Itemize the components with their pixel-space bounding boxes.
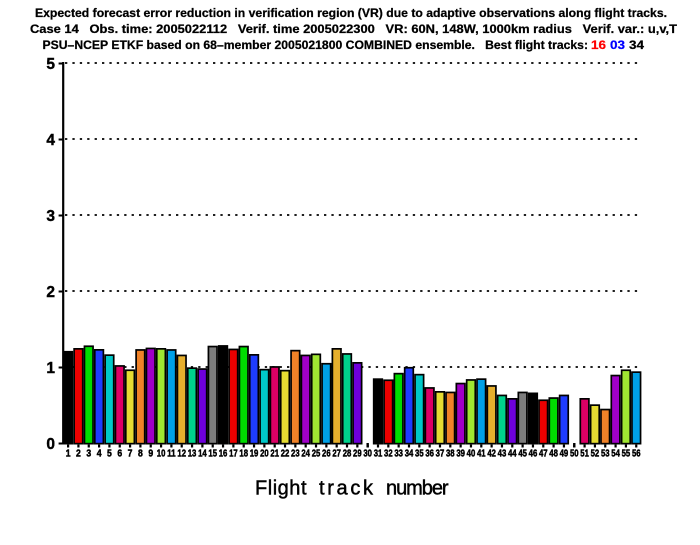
svg-text:35: 35 — [415, 449, 424, 460]
svg-text:50: 50 — [570, 449, 579, 460]
svg-text:47: 47 — [539, 449, 548, 460]
svg-text:24: 24 — [301, 449, 310, 460]
svg-text:0: 0 — [46, 436, 55, 453]
svg-text:40: 40 — [467, 449, 476, 460]
svg-text:4: 4 — [97, 449, 102, 460]
svg-text:43: 43 — [498, 449, 507, 460]
svg-text:29: 29 — [353, 449, 362, 460]
svg-text:16: 16 — [591, 38, 606, 52]
svg-text:17: 17 — [229, 449, 238, 460]
svg-text:39: 39 — [456, 449, 465, 460]
svg-text:33: 33 — [394, 449, 403, 460]
svg-text:Expected forecast error reduct: Expected forecast error reduction in ver… — [35, 6, 667, 20]
svg-text:15: 15 — [208, 449, 217, 460]
svg-text:1: 1 — [66, 449, 71, 460]
svg-text:3: 3 — [46, 208, 55, 225]
svg-text:34: 34 — [405, 449, 414, 460]
svg-text:track: track — [319, 478, 374, 500]
svg-text:6: 6 — [117, 449, 122, 460]
svg-text:3: 3 — [86, 449, 91, 460]
svg-text:48: 48 — [549, 449, 558, 460]
svg-text:20: 20 — [260, 449, 269, 460]
svg-text:46: 46 — [529, 449, 538, 460]
svg-text:55: 55 — [622, 449, 631, 460]
svg-text:13: 13 — [188, 449, 197, 460]
svg-text:34: 34 — [629, 38, 644, 52]
svg-text:27: 27 — [332, 449, 341, 460]
svg-text:52: 52 — [591, 449, 600, 460]
svg-text:42: 42 — [487, 449, 496, 460]
svg-text:30: 30 — [363, 449, 372, 460]
svg-text:37: 37 — [436, 449, 445, 460]
svg-text:49: 49 — [560, 449, 569, 460]
svg-text:7: 7 — [128, 449, 133, 460]
svg-text:10: 10 — [157, 449, 166, 460]
svg-text:1: 1 — [46, 360, 55, 377]
svg-text:Case 14 Obs. time: 200502211: Case 14 Obs. time: 2005022112 Verif. tim… — [30, 22, 678, 36]
svg-text:45: 45 — [518, 449, 527, 460]
svg-text:26: 26 — [322, 449, 331, 460]
svg-text:PSU–NCEP ETKF based on 68–memb: PSU–NCEP ETKF based on 68–member 2005021… — [43, 38, 589, 52]
svg-text:28: 28 — [343, 449, 352, 460]
svg-text:8: 8 — [138, 449, 143, 460]
svg-text:19: 19 — [250, 449, 259, 460]
svg-text:41: 41 — [477, 449, 486, 460]
svg-text:18: 18 — [239, 449, 248, 460]
svg-text:Flight: Flight — [255, 478, 307, 500]
svg-text:number: number — [386, 478, 449, 500]
svg-text:2: 2 — [76, 449, 81, 460]
svg-text:32: 32 — [384, 449, 393, 460]
svg-text:5: 5 — [107, 449, 112, 460]
svg-text:36: 36 — [425, 449, 434, 460]
svg-text:2: 2 — [46, 284, 55, 301]
svg-text:4: 4 — [46, 132, 55, 149]
svg-text:44: 44 — [508, 449, 517, 460]
svg-text:11: 11 — [167, 449, 176, 460]
svg-text:22: 22 — [281, 449, 290, 460]
svg-text:51: 51 — [580, 449, 589, 460]
svg-text:03: 03 — [610, 38, 625, 52]
svg-text:31: 31 — [374, 449, 383, 460]
svg-text:16: 16 — [219, 449, 228, 460]
svg-text:12: 12 — [177, 449, 186, 460]
svg-text:14: 14 — [198, 449, 207, 460]
svg-text:25: 25 — [312, 449, 321, 460]
svg-text:56: 56 — [632, 449, 641, 460]
svg-text:53: 53 — [601, 449, 610, 460]
svg-text:5: 5 — [46, 56, 55, 73]
svg-text:38: 38 — [446, 449, 455, 460]
svg-text:21: 21 — [270, 449, 279, 460]
svg-text:23: 23 — [291, 449, 300, 460]
svg-text:9: 9 — [148, 449, 153, 460]
svg-text:54: 54 — [611, 449, 620, 460]
